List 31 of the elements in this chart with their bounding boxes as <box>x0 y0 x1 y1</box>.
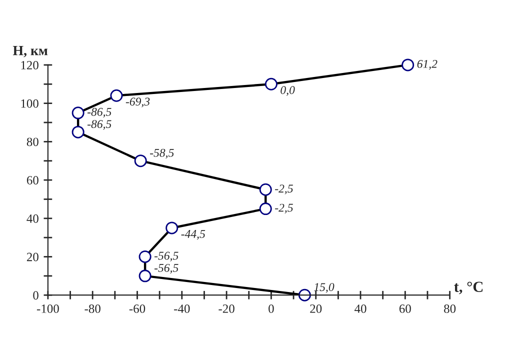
annotation: -2,5 <box>275 204 293 214</box>
y-tick-label: 60 <box>26 176 38 184</box>
annotation: -58,5 <box>150 148 174 159</box>
annotation: -69,3 <box>126 98 150 108</box>
x-tick-label: 0 <box>268 304 274 313</box>
x-tick-label: -40 <box>174 304 190 313</box>
x-tick-label: -20 <box>218 304 234 313</box>
annotation: -44,5 <box>181 230 206 240</box>
annotation: -86,5 <box>88 120 112 130</box>
x-tick-label: 20 <box>310 304 322 313</box>
x-tick-label: -60 <box>129 304 146 313</box>
y-tick-label: 80 <box>26 138 38 146</box>
x-tick-label: -80 <box>84 304 100 313</box>
y-tick-label: 100 <box>21 99 38 108</box>
x-tick-label: 60 <box>399 304 411 313</box>
annotation: 0,0 <box>280 86 295 96</box>
x-tick-label: 80 <box>444 304 456 313</box>
annotation: -56,5 <box>154 252 178 262</box>
annotation: 61,2 <box>417 60 438 70</box>
x-axis-title: t, °C <box>454 282 483 294</box>
x-tick-label: 40 <box>354 304 366 313</box>
annotation: -56,5 <box>154 264 178 274</box>
annotation: -2,5 <box>275 184 293 194</box>
y-tick-label: 0 <box>33 291 38 300</box>
y-tick-label: 40 <box>26 214 38 223</box>
y-tick-label: 20 <box>26 252 38 262</box>
y-axis-title: H, км <box>12 46 48 58</box>
annotation: -86,5 <box>88 108 112 118</box>
annotation: 15,0 <box>314 283 334 293</box>
y-tick-label: 120 <box>21 60 38 70</box>
x-tick-label: -100 <box>36 304 59 313</box>
